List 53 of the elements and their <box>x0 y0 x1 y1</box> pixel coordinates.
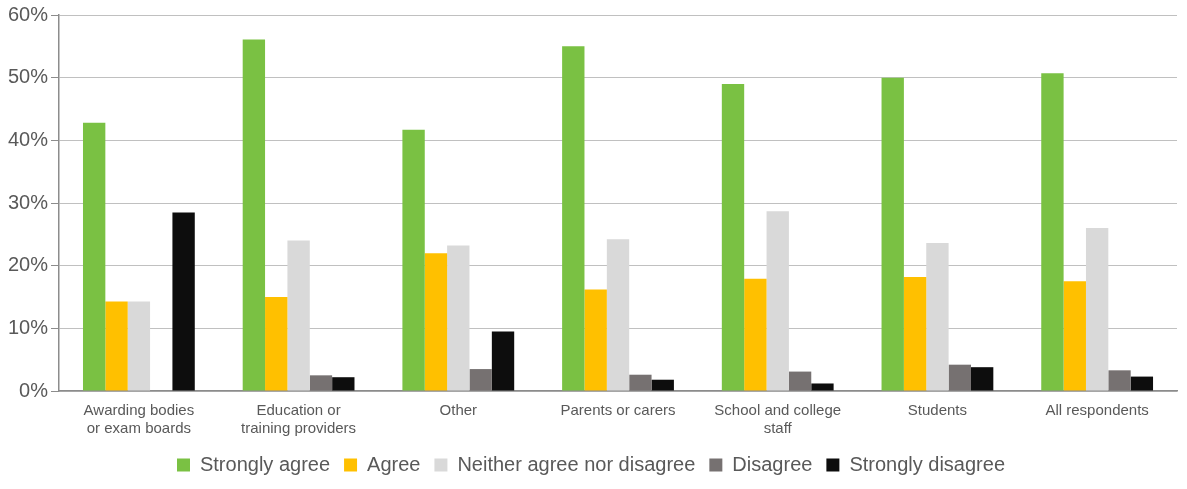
bar <box>1108 370 1131 391</box>
bar <box>82 122 106 391</box>
bar <box>562 46 585 391</box>
y-tick-label: 10% <box>8 315 49 338</box>
bar <box>105 301 128 391</box>
bar <box>424 253 448 391</box>
y-tick-label: 40% <box>8 127 49 150</box>
bar <box>948 364 971 391</box>
x-tick-label: Parents or carers <box>560 401 676 419</box>
bar <box>332 377 355 391</box>
bar <box>1063 281 1086 391</box>
bar <box>265 297 288 391</box>
bar <box>651 379 674 391</box>
bar <box>1085 228 1109 391</box>
bar <box>172 212 195 391</box>
y-tick-label: 30% <box>8 190 49 213</box>
bar <box>1130 376 1154 391</box>
bar <box>491 331 515 391</box>
legend-label: Disagree <box>732 452 813 475</box>
x-tick-label: Awarding bodies or exam boards <box>83 401 195 437</box>
bar <box>584 289 607 391</box>
bar <box>606 239 630 391</box>
bar <box>447 245 470 391</box>
legend-label: Strongly agree <box>199 452 331 475</box>
y-tick-label: 50% <box>8 65 49 88</box>
bar <box>721 83 745 391</box>
x-tick-label: Students <box>907 401 968 419</box>
bar <box>926 243 949 391</box>
legend-label: Agree <box>367 452 421 475</box>
bar <box>629 374 652 391</box>
legend-label: Neither agree nor disagree <box>457 452 696 475</box>
bar <box>970 367 994 391</box>
bar <box>402 129 425 391</box>
x-tick-label: All respondents <box>1045 401 1149 419</box>
bar <box>788 371 812 391</box>
bar <box>744 278 767 391</box>
bar <box>766 211 789 391</box>
legend-label: Strongly disagree <box>849 452 1006 475</box>
bar <box>903 276 927 391</box>
bar <box>881 77 904 391</box>
bar <box>469 369 492 391</box>
x-tick-label: Other <box>439 401 478 419</box>
y-tick-label: 20% <box>8 253 49 276</box>
bar <box>811 383 834 391</box>
bar <box>242 39 266 391</box>
bar <box>287 240 310 391</box>
bar <box>309 375 333 391</box>
x-tick-label: School and college staff <box>714 401 842 437</box>
bar <box>127 301 151 391</box>
x-tick-label: Education or training providers <box>241 401 357 437</box>
y-tick-label: 60% <box>8 2 49 25</box>
bar <box>1041 73 1064 391</box>
y-tick-label: 0% <box>19 378 49 401</box>
